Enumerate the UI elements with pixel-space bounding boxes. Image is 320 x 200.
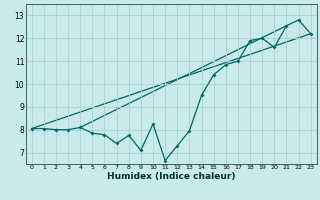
X-axis label: Humidex (Indice chaleur): Humidex (Indice chaleur) bbox=[107, 172, 236, 181]
